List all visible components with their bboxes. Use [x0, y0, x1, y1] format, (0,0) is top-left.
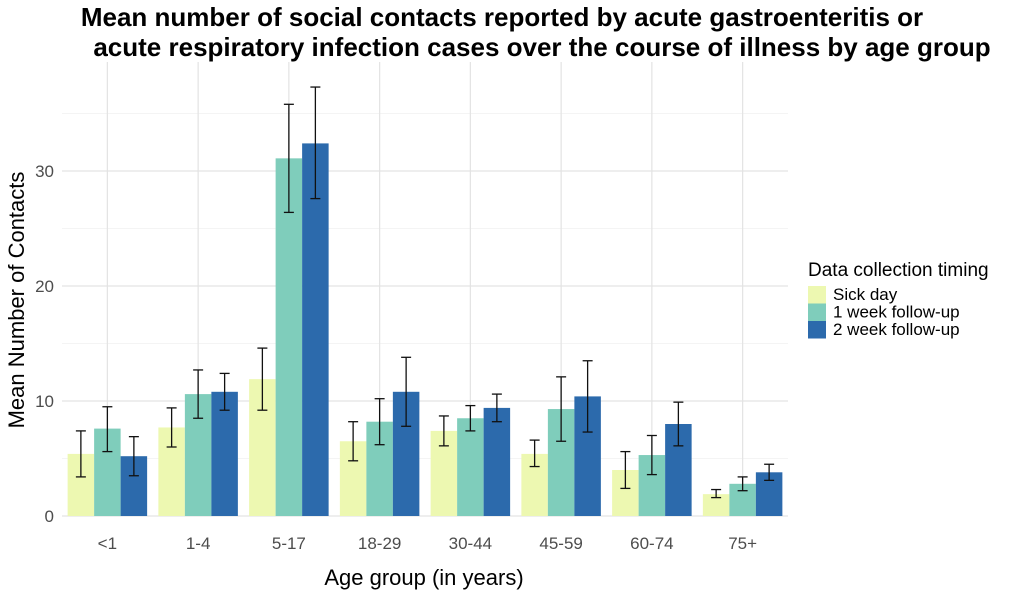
- x-tick-label: <1: [98, 534, 117, 553]
- x-tick-label: 5-17: [272, 534, 306, 553]
- error-bar: [711, 488, 722, 499]
- error-bar: [465, 404, 476, 432]
- bar-2-week-follow-up-2: [302, 143, 329, 516]
- error-bar: [348, 421, 359, 462]
- legend-key: [808, 321, 826, 339]
- error-bar: [401, 356, 412, 427]
- error-bar: [193, 369, 204, 419]
- legend-title: Data collection timing: [808, 260, 989, 281]
- error-bar: [491, 393, 502, 423]
- x-tick-label: 45-59: [539, 534, 582, 553]
- bar-1-week-follow-up-4: [457, 418, 484, 516]
- error-bar: [310, 86, 321, 200]
- bar-sick-day-7: [702, 494, 730, 516]
- error-bar: [102, 406, 113, 453]
- x-axis-title: Age group (in years): [324, 565, 523, 590]
- y-axis-title: Mean Number of Contacts: [4, 172, 29, 429]
- bar-2-week-follow-up-1: [211, 391, 238, 516]
- bars: [67, 143, 783, 516]
- legend-label: 1 week follow-up: [833, 303, 960, 322]
- x-tick-label: 18-29: [358, 534, 401, 553]
- bar-1-week-follow-up-2: [275, 158, 303, 516]
- x-tick-label: 75+: [728, 534, 757, 553]
- error-bar: [673, 401, 684, 447]
- legend-label: Sick day: [833, 285, 898, 304]
- error-bar: [737, 476, 748, 492]
- legend-label: 2 week follow-up: [833, 320, 960, 339]
- error-bar: [582, 360, 593, 433]
- y-tick-label: 0: [45, 507, 54, 526]
- error-bar: [374, 398, 385, 446]
- chart-title-line-1: Mean number of social contacts reported …: [80, 2, 924, 32]
- error-bar: [438, 415, 449, 447]
- x-tick-label: 30-44: [449, 534, 492, 553]
- error-bar: [556, 376, 567, 442]
- chart-title: Mean number of social contacts reported …: [0, 2, 1024, 62]
- chart-title-line-2: acute respiratory infection cases over t…: [93, 32, 991, 62]
- error-bar: [283, 103, 294, 214]
- legend-key: [808, 286, 826, 304]
- error-bar: [219, 372, 230, 411]
- y-tick-label: 20: [35, 277, 54, 296]
- error-bar: [620, 450, 631, 490]
- x-tick-label: 60-74: [630, 534, 673, 553]
- error-bar: [529, 439, 540, 468]
- y-axis-ticks: 0 10 20 30: [35, 162, 54, 526]
- error-bar: [128, 435, 139, 477]
- legend-key: [808, 303, 826, 321]
- error-bar: [75, 430, 86, 478]
- error-bar: [257, 347, 268, 411]
- error-bars: [75, 86, 775, 499]
- error-bar: [166, 407, 177, 448]
- error-bar: [764, 463, 775, 482]
- y-tick-label: 30: [35, 162, 54, 181]
- x-axis-ticks: <1 1-4 5-17 18-29 30-44 45-59 60-74 75+: [98, 534, 757, 553]
- y-tick-label: 10: [35, 392, 54, 411]
- x-tick-label: 1-4: [186, 534, 211, 553]
- bar-2-week-follow-up-4: [483, 407, 511, 516]
- error-bar: [646, 434, 657, 476]
